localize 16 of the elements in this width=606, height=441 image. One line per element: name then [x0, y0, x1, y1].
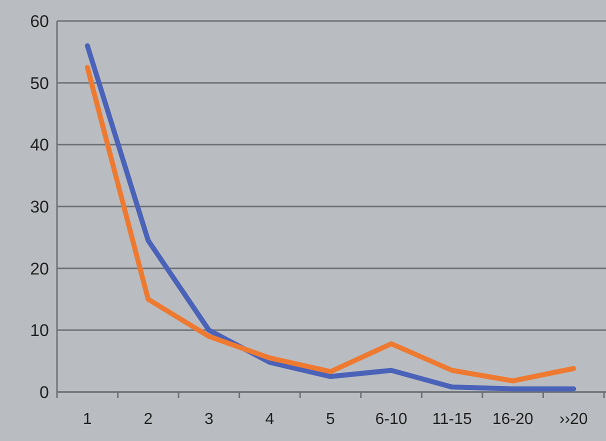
x-tick-label: 4 [265, 411, 274, 428]
x-tick-label: 11-15 [432, 411, 472, 428]
y-tick-label: 50 [30, 74, 49, 93]
y-tick-label: 0 [40, 382, 49, 402]
x-tick-label: 1 [82, 411, 92, 428]
x-tick-label: 6-10 [375, 411, 408, 428]
x-tick-label: 2 [144, 411, 153, 428]
x-tick-label: 5 [326, 411, 336, 428]
x-tick-label: 16-20 [492, 411, 534, 428]
y-tick-label: 20 [30, 259, 49, 278]
y-tick-label: 30 [30, 197, 49, 216]
x-tick-label: 3 [204, 411, 214, 428]
x-tick-label: ››20 [559, 411, 588, 428]
y-tick-label: 10 [30, 321, 49, 340]
y-tick-label: 40 [30, 136, 49, 155]
y-tick-label: 60 [30, 12, 49, 31]
